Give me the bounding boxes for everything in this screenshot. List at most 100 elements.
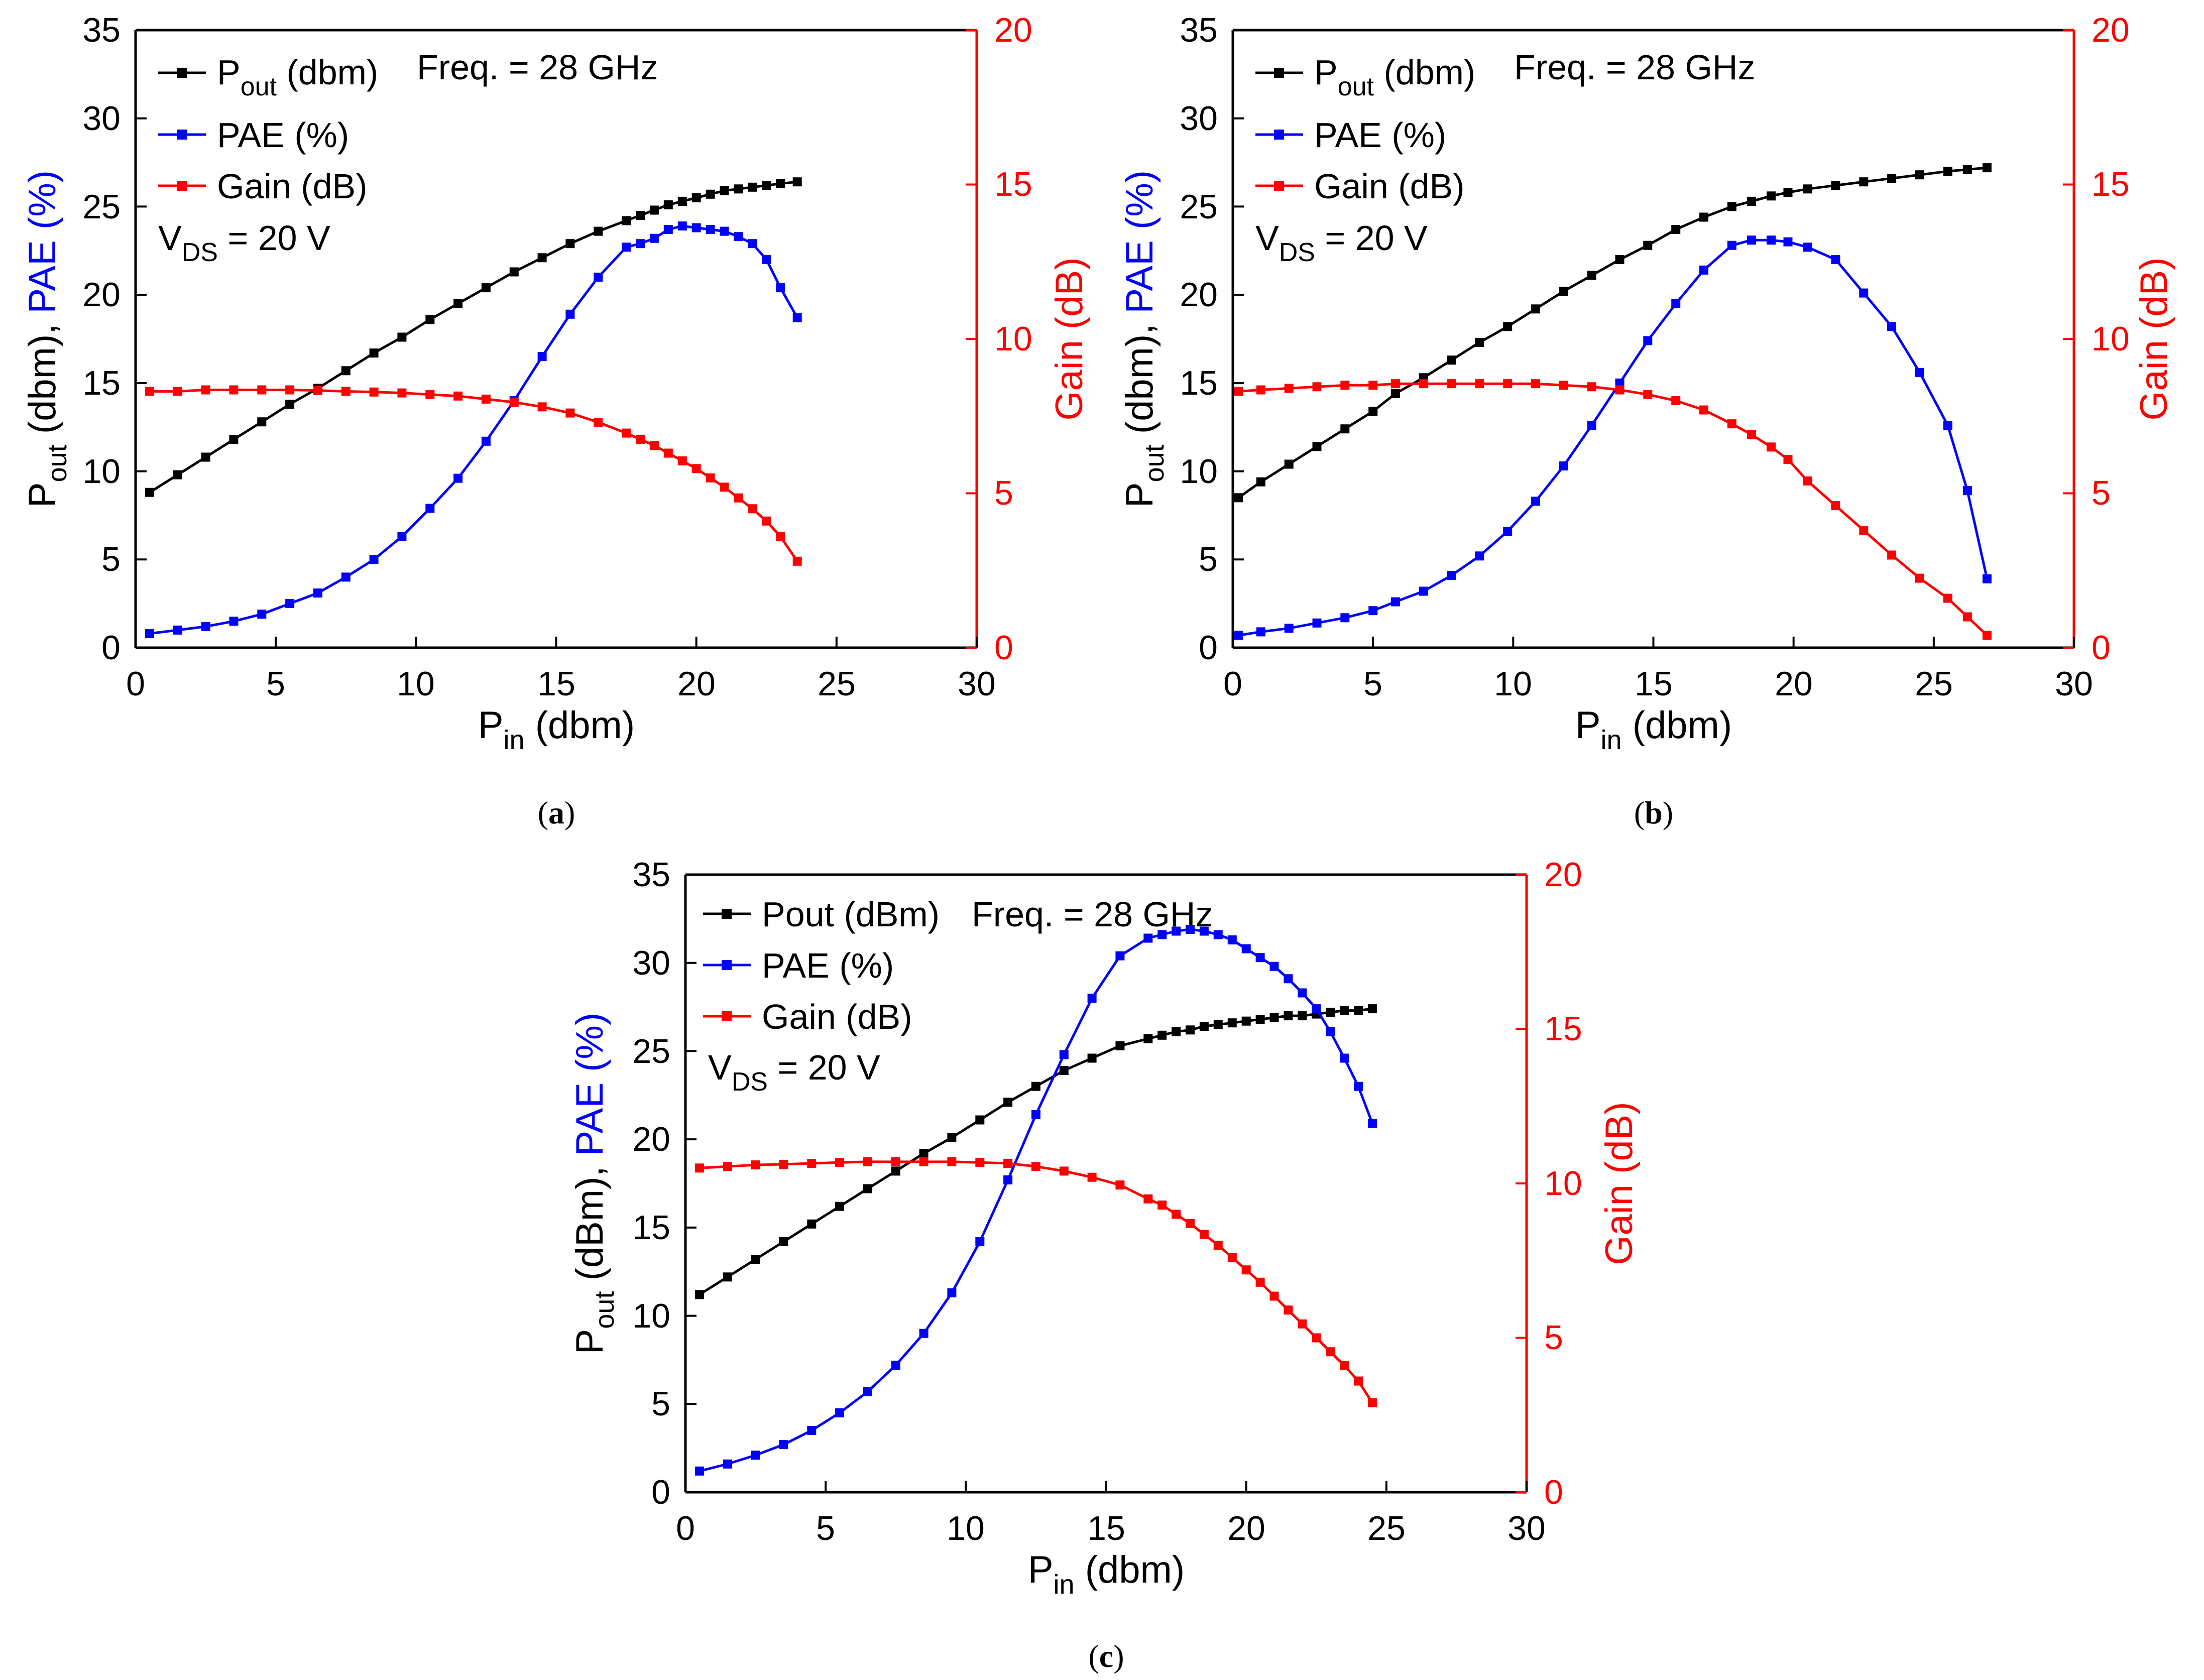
- data-point-pae: [425, 504, 435, 513]
- legend-label-pae: PAE (%): [762, 946, 894, 985]
- right-y-tick-label: 10: [1544, 1164, 1582, 1203]
- right-y-tick-label: 20: [1544, 856, 1582, 894]
- data-point-pout: [1269, 1013, 1279, 1022]
- series-layer: [135, 29, 978, 649]
- data-point-pae: [1059, 1050, 1069, 1059]
- right-y-tick-label: 10: [994, 320, 1032, 358]
- data-point-gain: [1115, 1180, 1125, 1190]
- left-y-tick-label: 0: [1199, 629, 1218, 667]
- legend-label-pout: Pout (dbm): [1314, 53, 1475, 101]
- data-point-gain: [1031, 1162, 1040, 1171]
- x-axis-label: Pin (dbm): [478, 704, 635, 755]
- axis-ticks: [135, 29, 978, 649]
- panel-caption: (b): [1634, 795, 1673, 830]
- x-tick-label: 25: [1915, 665, 1953, 703]
- x-tick-label: 15: [1635, 665, 1673, 703]
- data-point-pout: [1783, 188, 1793, 197]
- panel-a: 0 5 10 15 20 25 30 0 5 10 15 20 25 30 35…: [21, 11, 1091, 830]
- right-y-tick-label: 5: [994, 474, 1013, 512]
- data-point-gain: [663, 448, 673, 458]
- x-tick-label: 25: [1367, 1509, 1406, 1547]
- legend-entry-gain: Gain (dB): [703, 997, 912, 1036]
- vds-annotation: VDS = 20 V: [158, 218, 330, 267]
- data-point-gain: [1699, 405, 1708, 415]
- legend-entry-pae: PAE (%): [1255, 115, 1446, 155]
- vds-annotation: VDS = 20 V: [1255, 218, 1428, 267]
- x-tick-label: 5: [266, 665, 285, 703]
- data-point-pout: [565, 239, 575, 249]
- x-tick-label: 30: [1507, 1509, 1546, 1547]
- data-point-pae: [919, 1329, 929, 1338]
- data-point-pout: [229, 435, 239, 444]
- data-point-pout: [453, 299, 463, 308]
- data-point-pout: [1475, 338, 1484, 347]
- data-point-pout: [734, 184, 743, 194]
- data-point-gain: [1256, 385, 1265, 395]
- data-point-pae: [397, 532, 407, 541]
- x-tick-label: 0: [676, 1509, 695, 1547]
- data-point-pout: [1727, 202, 1736, 211]
- data-point-gain: [1227, 1253, 1237, 1262]
- legend-entry-pout: Pout (dbm): [1255, 53, 1475, 101]
- data-point-pout: [1115, 1041, 1125, 1050]
- data-point-pae: [663, 225, 673, 234]
- data-point-pae: [748, 239, 757, 249]
- data-point-pout: [807, 1219, 817, 1229]
- x-tick-labels: 0 5 10 15 20 25 30: [676, 1509, 1546, 1547]
- x-tick-label: 10: [1494, 665, 1532, 703]
- data-point-pae: [1256, 627, 1265, 637]
- data-point-gain: [706, 473, 715, 483]
- data-point-gain: [1831, 501, 1840, 511]
- data-point-pout: [677, 196, 687, 206]
- data-point-pae: [1915, 368, 1924, 377]
- data-point-pae: [1298, 988, 1307, 998]
- data-point-gain: [1671, 396, 1681, 405]
- data-point-pout: [723, 1272, 732, 1282]
- data-point-gain: [1312, 382, 1322, 392]
- data-point-pae: [1003, 1175, 1013, 1184]
- panel-c: 0 5 10 15 20 25 30 0 5 10 15 20 25 30 35…: [568, 856, 1641, 1674]
- right-y-tick-label: 15: [994, 165, 1032, 203]
- data-point-pout: [622, 216, 631, 225]
- left-y-tick-label: 15: [1180, 364, 1218, 402]
- left-y-tick-label: 10: [82, 452, 121, 491]
- data-point-pae: [1213, 930, 1223, 939]
- data-point-gain: [1943, 593, 1952, 603]
- data-point-gain: [734, 493, 743, 503]
- data-point-pout: [1615, 255, 1625, 264]
- legend: Pout (dBm) PAE (%) Gain (dB): [703, 895, 940, 1036]
- x-tick-label: 20: [1227, 1509, 1265, 1547]
- x-tick-label: 0: [126, 665, 145, 703]
- left-y-tick-label: 5: [651, 1385, 670, 1423]
- right-y-axis-label: Gain (dB): [2133, 257, 2175, 420]
- data-point-pout: [1671, 225, 1681, 234]
- data-point-gain: [1783, 454, 1793, 464]
- legend-marker-pout: [722, 909, 732, 919]
- data-point-pae: [1340, 1053, 1349, 1063]
- data-point-pout: [636, 211, 645, 220]
- data-point-pae: [1172, 926, 1181, 936]
- data-point-pae: [636, 239, 645, 249]
- data-point-pae: [1587, 421, 1596, 430]
- panel-b: 0 5 10 15 20 25 30 0 5 10 15 20 25 30 35…: [1118, 11, 2175, 830]
- data-point-gain: [1284, 1305, 1293, 1315]
- data-point-pae: [762, 255, 771, 264]
- data-point-pout: [173, 470, 182, 479]
- data-point-pae: [1767, 235, 1776, 245]
- data-point-pae: [1559, 461, 1568, 470]
- left-y-tick-label: 10: [632, 1297, 670, 1335]
- legend-entry-pout: Pout (dbm): [158, 53, 378, 101]
- data-point-pout: [762, 181, 771, 190]
- left-y-tick-label: 20: [1180, 276, 1218, 314]
- data-point-pae: [1368, 606, 1378, 616]
- left-y-tick-labels: 0 5 10 15 20 25 30 35: [632, 856, 670, 1511]
- vds-annotation: VDS = 20 V: [708, 1048, 880, 1097]
- legend-label-pae: PAE (%): [217, 115, 349, 155]
- data-point-pae: [1747, 235, 1756, 245]
- left-y-tick-label: 0: [101, 629, 121, 667]
- left-y-tick-label: 30: [82, 99, 121, 138]
- data-point-pout: [779, 1237, 788, 1246]
- data-point-pout: [1326, 1008, 1335, 1017]
- data-point-gain: [1186, 1219, 1195, 1228]
